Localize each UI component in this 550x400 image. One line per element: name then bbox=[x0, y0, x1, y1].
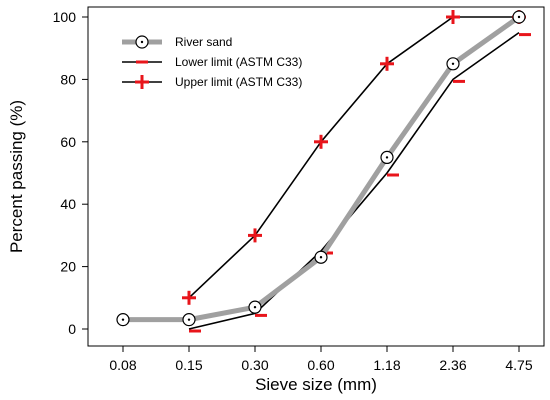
y-tick-label-60: 60 bbox=[60, 134, 76, 150]
legend-marker-upper-limit bbox=[135, 75, 149, 89]
legend-item-upper-limit: Upper limit (ASTM C33) bbox=[122, 75, 302, 89]
y-tick-label-100: 100 bbox=[53, 9, 77, 25]
legend-item-river-sand: River sand bbox=[122, 35, 232, 49]
legend: River sand Lower limit (ASTM C33) Upper … bbox=[122, 35, 302, 89]
point-upper-limit-3 bbox=[314, 134, 328, 149]
y-tick-label-0: 0 bbox=[68, 321, 76, 337]
series-river-sand bbox=[116, 10, 526, 327]
series-upper-limit bbox=[182, 10, 526, 305]
x-tick-label-1: 0.15 bbox=[175, 357, 202, 373]
plot-layer bbox=[87, 6, 545, 347]
point-river-sand-2 bbox=[248, 300, 262, 314]
point-river-sand-3-dot bbox=[319, 256, 323, 259]
point-upper-limit-4 bbox=[380, 56, 394, 71]
legend-label-upper-limit: Upper limit (ASTM C33) bbox=[175, 75, 302, 89]
x-tick-label-3: 0.60 bbox=[307, 357, 334, 373]
point-river-sand-1-dot bbox=[187, 318, 191, 321]
y-tick-label-40: 40 bbox=[60, 196, 76, 212]
point-river-sand-0-dot bbox=[121, 318, 125, 321]
y-axis-title: Percent passing (%) bbox=[7, 100, 26, 253]
point-river-sand-4-dot bbox=[385, 156, 389, 159]
axes-layer: 0 20 40 60 80 100 0.08 0.15 0.30 0.60 1.18 2.36 4.75 bbox=[53, 9, 533, 373]
point-river-sand-4 bbox=[380, 150, 394, 164]
legend-label-lower-limit: Lower limit (ASTM C33) bbox=[175, 55, 302, 69]
series-line-upper-limit bbox=[188, 16, 519, 299]
y-tick-label-80: 80 bbox=[60, 71, 76, 87]
point-river-sand-6-dot bbox=[517, 15, 521, 19]
x-tick-label-4: 1.18 bbox=[373, 357, 400, 373]
point-upper-limit-5 bbox=[446, 10, 460, 24]
legend-marker-river-sand bbox=[135, 35, 149, 49]
legend-label-river-sand: River sand bbox=[175, 35, 232, 49]
series-layer bbox=[116, 10, 531, 333]
point-upper-limit-1 bbox=[182, 290, 196, 305]
series-lower-limit bbox=[188, 31, 531, 333]
point-river-sand-0 bbox=[116, 313, 130, 327]
point-river-sand-5 bbox=[446, 57, 460, 71]
plot-frame bbox=[87, 6, 545, 347]
point-river-sand-1 bbox=[182, 313, 196, 327]
point-river-sand-6 bbox=[512, 10, 526, 24]
legend-marker-river-sand-dot bbox=[140, 40, 144, 44]
point-river-sand-2-dot bbox=[253, 305, 257, 309]
series-line-lower-limit bbox=[188, 31, 520, 330]
x-tick-label-6: 4.75 bbox=[505, 357, 532, 373]
x-tick-label-2: 0.30 bbox=[241, 357, 268, 373]
y-tick-label-20: 20 bbox=[60, 259, 76, 275]
point-river-sand-5-dot bbox=[451, 62, 455, 65]
x-axis-title: Sieve size (mm) bbox=[255, 375, 377, 394]
legend-item-lower-limit: Lower limit (ASTM C33) bbox=[122, 55, 302, 69]
point-upper-limit-2 bbox=[248, 228, 262, 243]
x-tick-label-5: 2.36 bbox=[439, 357, 466, 373]
x-tick-label-0: 0.08 bbox=[109, 357, 136, 373]
point-river-sand-3 bbox=[314, 250, 328, 264]
